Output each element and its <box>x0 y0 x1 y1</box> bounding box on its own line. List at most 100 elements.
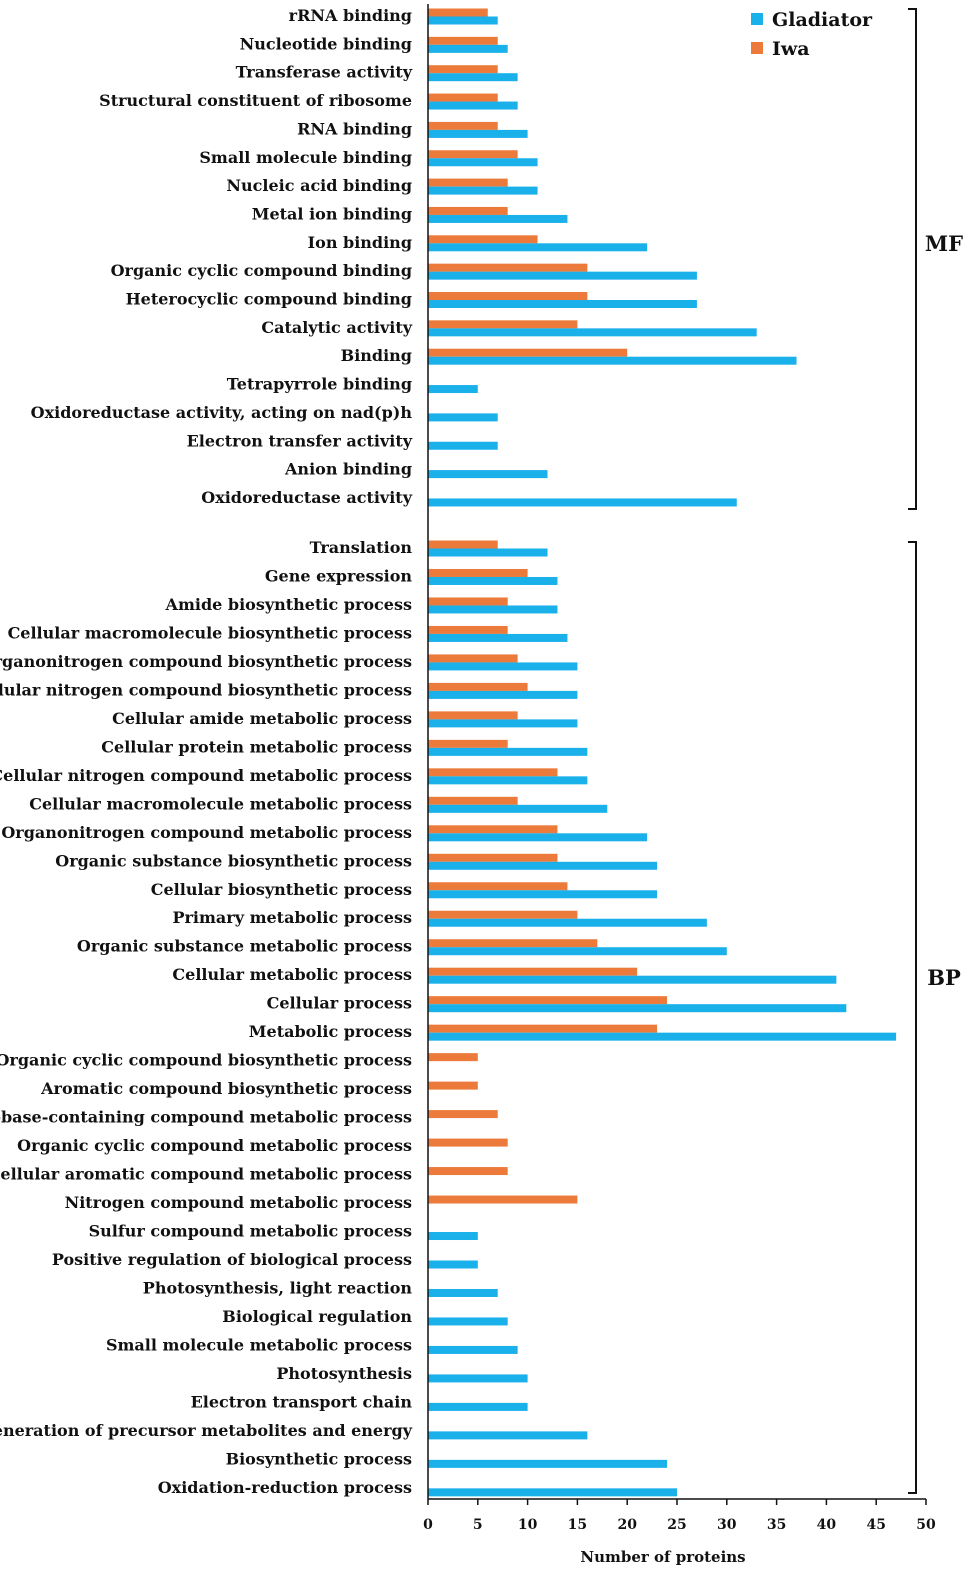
iwa-bar <box>428 348 628 357</box>
x-tick-label: 40 <box>817 1517 837 1533</box>
iwa-bar <box>428 540 498 549</box>
iwa-bar <box>428 150 518 159</box>
category-label: Nucleotide binding <box>240 34 412 53</box>
legend-label: Gladiator <box>772 9 873 31</box>
x-axis: 0 5 10 15 20 25 30 35 40 45 50 Number of proteins <box>423 4 936 1566</box>
iwa-bar <box>428 682 528 691</box>
gladiator-bar <box>428 1317 508 1326</box>
category-label: Biological regulation <box>222 1307 412 1326</box>
iwa-bar <box>428 1110 498 1119</box>
gladiator-bar <box>428 158 538 167</box>
category-label: Organic cyclic compound metabolic proces… <box>17 1136 412 1155</box>
iwa-bar <box>428 910 578 919</box>
gladiator-bar <box>428 1260 478 1269</box>
gladiator-bar <box>428 470 548 479</box>
iwa-bar <box>428 178 508 187</box>
category-label: Cellular biosynthetic process <box>151 880 412 899</box>
x-tick-label: 30 <box>717 1517 737 1533</box>
category-label: Ion binding <box>308 233 412 252</box>
category-label: Metal ion binding <box>252 204 412 223</box>
iwa-bar <box>428 739 508 748</box>
iwa-bar <box>428 597 508 606</box>
iwa-bar <box>428 1024 658 1033</box>
category-labels: rRNA binding Nucleotide binding Transferas… <box>0 6 413 1497</box>
iwa-bar <box>428 853 558 862</box>
category-label: Cellular nitrogen compound biosynthetic … <box>0 680 412 699</box>
gladiator-bar <box>428 947 727 956</box>
category-label: Electron transport chain <box>191 1392 413 1411</box>
x-tick-label: 0 <box>423 1517 433 1533</box>
category-label: Sulfur compound metabolic process <box>89 1222 412 1241</box>
iwa-bar <box>428 796 518 805</box>
gladiator-bar <box>428 356 797 365</box>
iwa-bar <box>428 8 488 17</box>
category-label: Amide biosynthetic process <box>165 595 412 614</box>
iwa-bar <box>428 825 558 834</box>
x-tick-label: 45 <box>866 1517 885 1533</box>
gladiator-bar <box>428 129 528 138</box>
x-tick-label: 20 <box>617 1517 637 1533</box>
gladiator-bar <box>428 804 608 813</box>
category-label: Organic substance biosynthetic process <box>55 851 412 870</box>
iwa-bar <box>428 65 498 74</box>
category-label: Translation <box>310 538 413 557</box>
x-tick-label: 50 <box>916 1517 936 1533</box>
category-label: Electron transfer activity <box>187 431 413 450</box>
gladiator-bar <box>428 633 568 642</box>
gladiator-bar <box>428 719 578 728</box>
iwa-bar <box>428 121 498 130</box>
iwa-bar <box>428 93 498 102</box>
x-tick-label: 25 <box>667 1517 686 1533</box>
group-brackets: MF BP <box>908 8 963 1494</box>
category-label: Metabolic process <box>249 1022 412 1041</box>
iwa-bar <box>428 36 498 45</box>
iwa-bar <box>428 292 588 300</box>
category-label: Nucleobase-containing compound metabolic… <box>0 1108 412 1127</box>
gladiator-bar <box>428 1374 528 1383</box>
x-tick-label: 10 <box>518 1517 538 1533</box>
category-label: rRNA binding <box>289 6 412 25</box>
category-label: Anion binding <box>284 460 412 479</box>
legend: Gladiator Iwa <box>751 9 873 60</box>
x-tick-label: 35 <box>767 1517 786 1533</box>
gladiator-bar <box>428 413 498 422</box>
gladiator-bar <box>428 328 757 337</box>
gladiator-bar <box>428 975 837 984</box>
category-label: Nitrogen compound metabolic process <box>65 1193 412 1212</box>
category-label: Aromatic compound biosynthetic process <box>40 1079 412 1098</box>
category-label: Heterocyclic compound binding <box>126 290 412 309</box>
gladiator-bar <box>428 1288 498 1297</box>
group-label: MF <box>925 231 963 256</box>
legend-swatch-iwa <box>751 42 763 54</box>
iwa-bar <box>428 939 598 948</box>
category-label: Cellular aromatic compound metabolic pro… <box>0 1165 412 1184</box>
category-label: Binding <box>341 346 412 365</box>
category-label: RNA binding <box>297 119 412 138</box>
iwa-bar <box>428 1138 508 1147</box>
category-label: Organonitrogen compound metabolic proces… <box>1 823 412 842</box>
gladiator-bar <box>428 861 658 870</box>
category-label: Oxidoreductase activity, acting on nad(p… <box>31 403 413 422</box>
category-label: Cellular protein metabolic process <box>101 737 412 756</box>
iwa-bar <box>428 1167 508 1176</box>
iwa-bar <box>428 768 558 777</box>
iwa-bar <box>428 1081 478 1090</box>
gladiator-bar <box>428 576 558 585</box>
category-label: Cellular macromolecule biosynthetic proc… <box>8 623 412 642</box>
category-label: Cellular metabolic process <box>172 965 412 984</box>
gladiator-bar <box>428 918 707 927</box>
group-bracket <box>908 541 917 1494</box>
iwa-bar <box>428 1053 478 1062</box>
iwa-bar <box>428 320 578 329</box>
iwa-bar <box>428 967 638 976</box>
gladiator-bar <box>428 1431 588 1440</box>
category-label: Photosynthesis, light reaction <box>143 1278 413 1297</box>
gladiator-bar <box>428 73 518 82</box>
iwa-bar <box>428 625 508 634</box>
gladiator-bar <box>428 300 697 308</box>
category-label: Cellular process <box>267 994 412 1013</box>
legend-swatch-gladiator <box>751 13 763 25</box>
gladiator-bar <box>428 498 737 507</box>
category-label: Structural constituent of ribosome <box>99 91 412 110</box>
